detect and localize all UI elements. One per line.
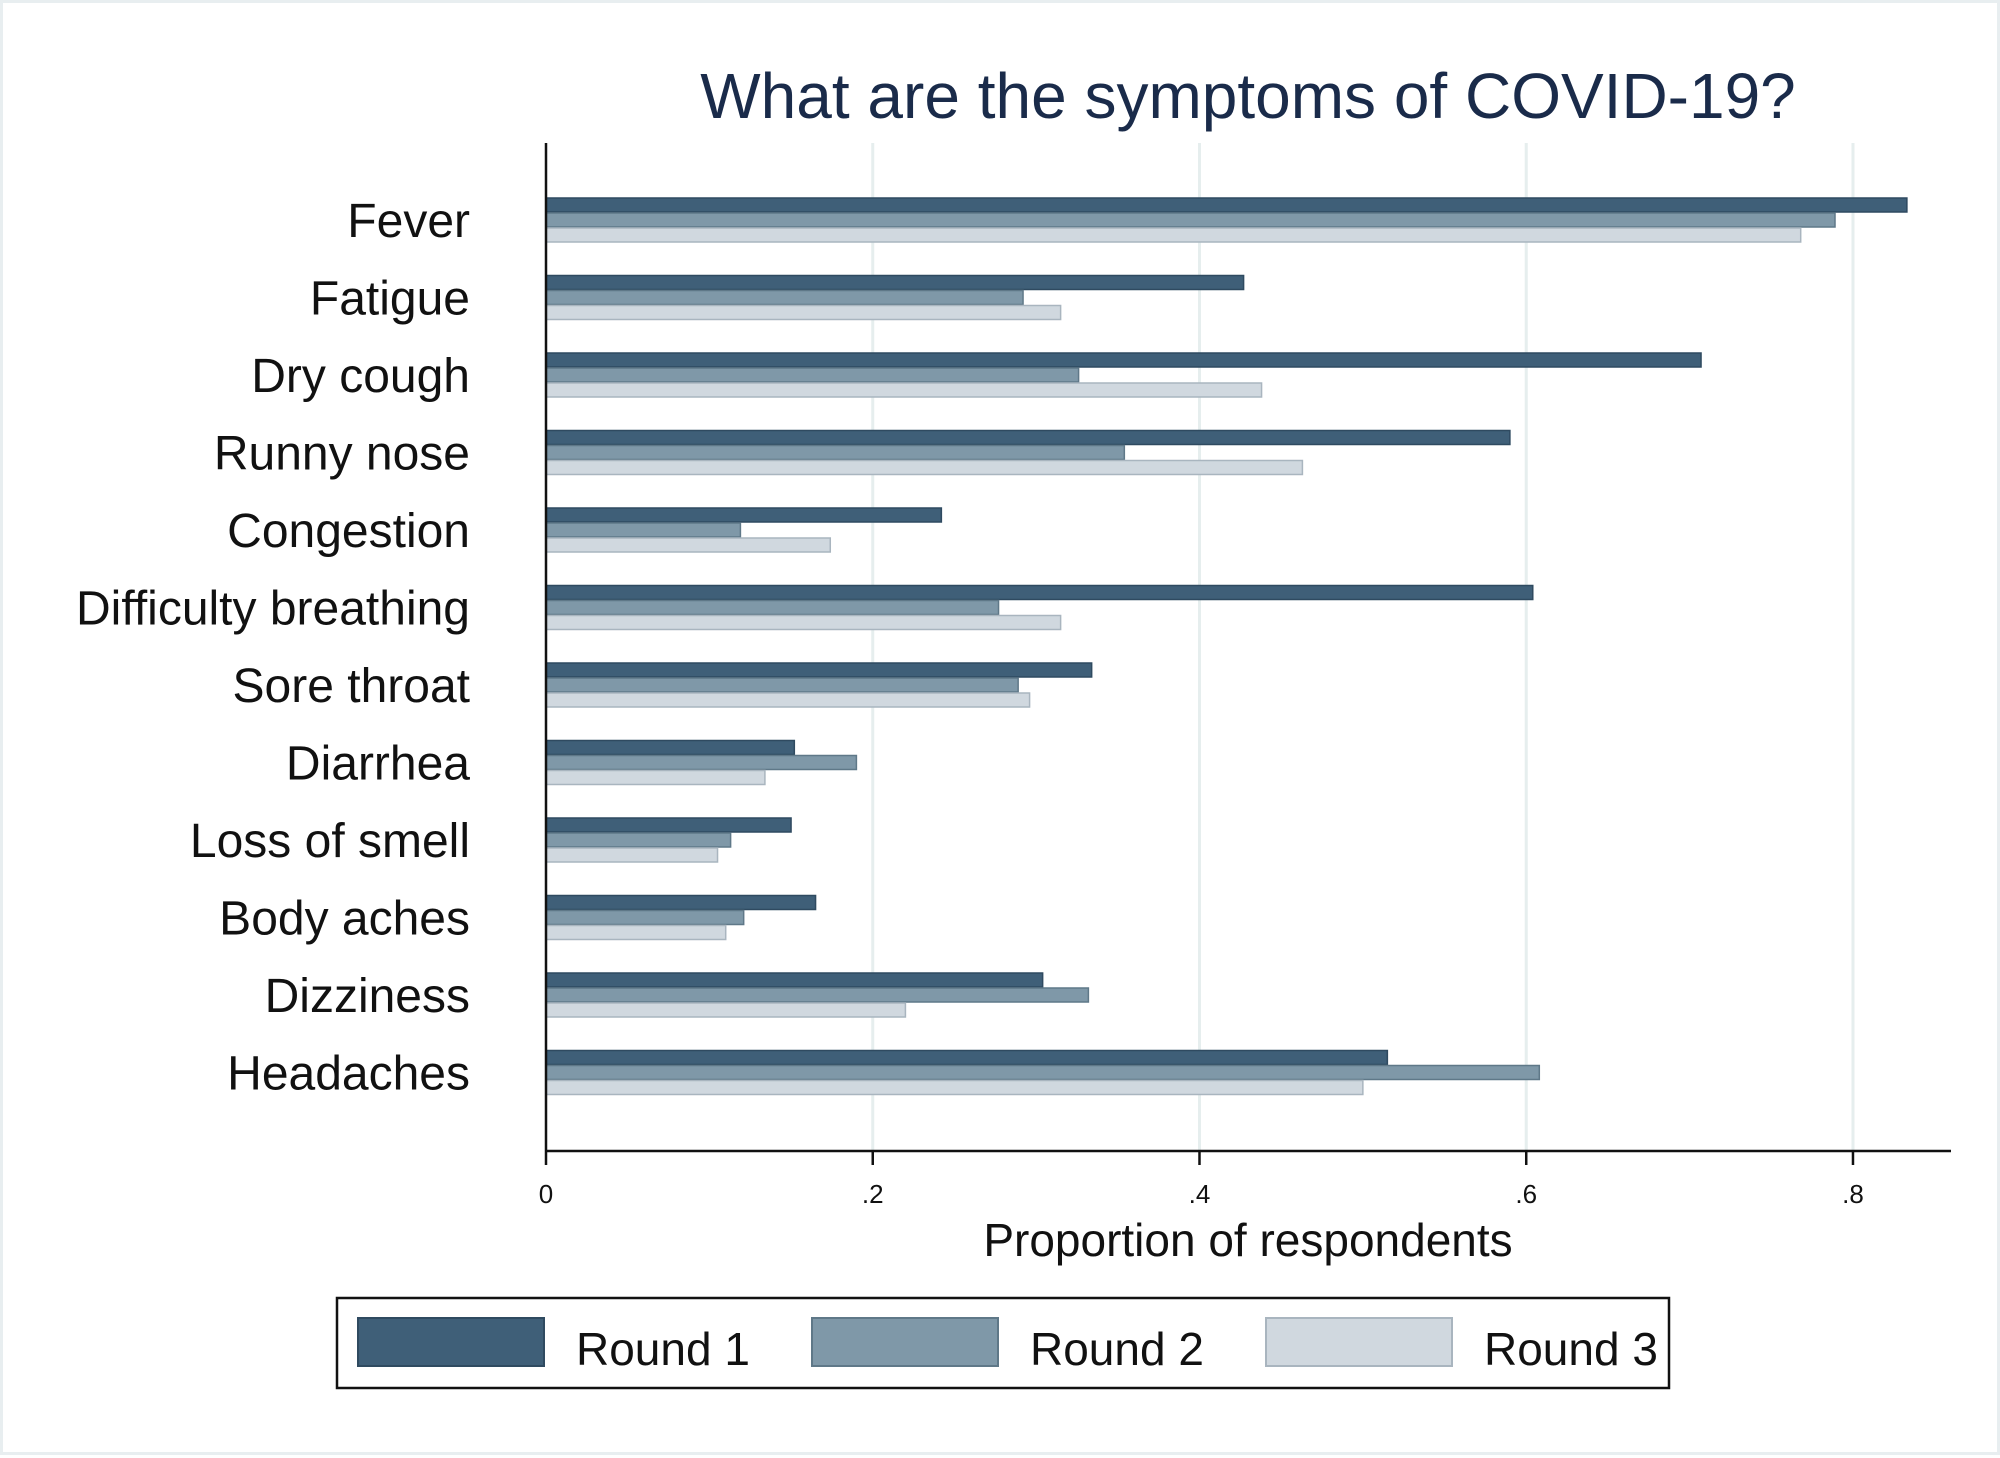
bar-sore-throat-round-2 [545,677,1019,693]
bar-diarrhea-round-3 [545,769,766,786]
bar-congestion-round-2 [545,522,742,538]
bar-chart: What are the symptoms of COVID-19? Fever… [76,60,1951,1390]
bar-body-aches-round-1 [545,894,817,911]
bar-dry-cough-round-1 [545,352,1702,368]
bar-congestion-round-3 [545,537,832,553]
bar-dizziness-round-1 [545,972,1044,988]
x-tick-label: .8 [1842,1179,1864,1209]
bar-sore-throat-round-1 [545,662,1093,678]
legend-swatch-round-1 [357,1317,545,1367]
x-tick-label: .6 [1515,1179,1537,1209]
bar-difficulty-breathing-round-3 [545,614,1062,631]
bar-runny-nose-round-3 [545,459,1304,476]
bar-loss-of-smell-round-1 [545,817,792,833]
category-label: Dizziness [265,970,470,1023]
category-label: Diarrhea [286,738,470,791]
x-axis-label: Proportion of respondents [983,1214,1512,1266]
bar-dizziness-round-3 [545,1002,907,1018]
category-label: Dry cough [251,350,470,403]
bar-dizziness-round-2 [545,987,1090,1003]
bar-fever-round-2 [545,212,1836,228]
bar-body-aches-round-3 [545,924,727,941]
category-label: Body aches [219,893,470,946]
bar-loss-of-smell-round-2 [545,832,732,848]
x-tick-labels: 0 .2 .4 .6 .8 [539,1179,1864,1209]
bar-runny-nose-round-1 [545,429,1511,446]
category-label: Congestion [227,505,470,558]
category-label: Fever [347,195,470,248]
bar-congestion-round-1 [545,507,943,523]
bar-difficulty-breathing-round-2 [545,599,1000,616]
x-tick-label: .2 [862,1179,884,1209]
x-tick-label: 0 [539,1179,553,1209]
bar-loss-of-smell-round-3 [545,847,719,863]
bar-headaches-round-2 [545,1064,1541,1081]
legend-swatch-round-3 [1265,1317,1453,1367]
bar-fever-round-3 [545,227,1802,243]
bar-runny-nose-round-2 [545,444,1126,461]
category-label: Difficulty breathing [76,583,470,636]
legend-label: Round 3 [1484,1323,1658,1375]
category-labels: Fever Fatigue Dry cough Runny nose Congestio… [76,195,470,1101]
bar-diarrhea-round-2 [545,754,858,771]
category-label: Fatigue [310,273,470,326]
bar-fatigue-round-1 [545,274,1245,291]
bar-fatigue-round-2 [545,289,1024,306]
bar-fatigue-round-3 [545,304,1062,321]
bar-dry-cough-round-2 [545,367,1080,383]
x-tick-label: .4 [1189,1179,1211,1209]
bar-diarrhea-round-1 [545,739,796,756]
bar-headaches-round-1 [545,1049,1389,1066]
category-label: Runny nose [214,428,470,481]
bar-difficulty-breathing-round-1 [545,584,1534,601]
bars [545,197,1908,1096]
legend: Round 1 Round 2 Round 3 [335,1296,1671,1390]
legend-label: Round 1 [576,1323,750,1375]
bar-fever-round-1 [545,197,1908,213]
category-label: Headaches [227,1048,470,1101]
axes [544,143,1951,1165]
bar-sore-throat-round-3 [545,692,1031,708]
bar-headaches-round-3 [545,1079,1364,1096]
category-label: Sore throat [233,660,470,713]
legend-label: Round 2 [1030,1323,1204,1375]
legend-swatch-round-2 [811,1317,999,1367]
bar-dry-cough-round-3 [545,382,1263,398]
category-label: Loss of smell [190,815,470,868]
chart-title: What are the symptoms of COVID-19? [700,60,1796,132]
bar-body-aches-round-2 [545,909,745,926]
